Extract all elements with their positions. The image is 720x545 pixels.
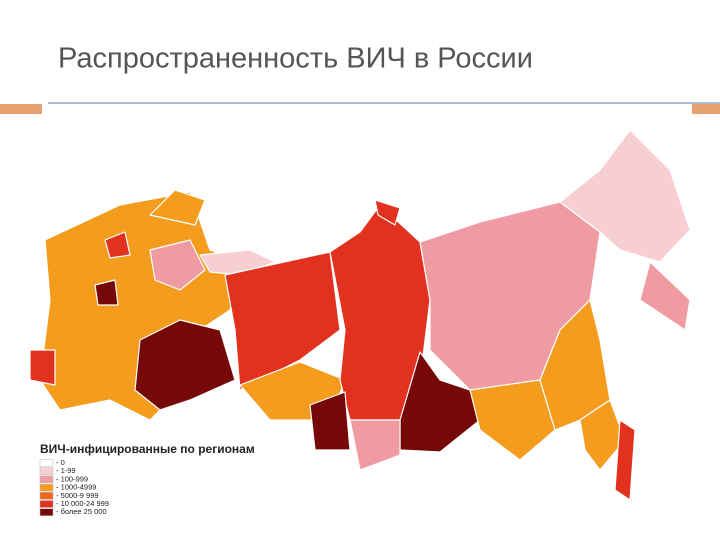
legend-label: - 0 xyxy=(56,458,65,467)
region xyxy=(29,349,56,386)
region xyxy=(309,391,351,451)
legend-label: - 5000-9 999 xyxy=(56,491,99,500)
legend-label: - 1-99 xyxy=(56,466,76,475)
legend-label: - 1000-4999 xyxy=(56,483,96,492)
region xyxy=(104,231,131,259)
legend-swatch xyxy=(39,483,54,492)
legend-title: ВИЧ-инфицированные по регионам xyxy=(40,442,255,456)
slide-title: Распространенность ВИЧ в России xyxy=(58,43,533,75)
map xyxy=(29,129,691,501)
region xyxy=(614,419,636,501)
legend-background xyxy=(34,436,284,522)
region xyxy=(149,239,206,291)
accent-bar xyxy=(692,104,720,114)
legend-swatch xyxy=(39,492,54,500)
legend-label: - более 25 000 xyxy=(56,507,107,516)
accent-line xyxy=(48,102,720,104)
legend-swatch xyxy=(39,459,54,467)
accent-bar xyxy=(0,104,42,114)
legend-swatch xyxy=(39,508,54,516)
region xyxy=(149,189,206,226)
region xyxy=(579,399,626,471)
region xyxy=(349,419,401,471)
legend-label: - 100-999 xyxy=(56,474,88,483)
legend-swatch xyxy=(39,467,54,475)
legend-swatch xyxy=(39,475,54,484)
region xyxy=(469,379,556,461)
region xyxy=(639,261,691,331)
legend-label: - 10 000-24 999 xyxy=(56,499,109,508)
region xyxy=(559,129,691,263)
region xyxy=(94,279,119,306)
region xyxy=(539,299,611,431)
region xyxy=(134,319,236,411)
region xyxy=(374,199,401,226)
legend-swatch xyxy=(39,500,54,508)
legend: - 0- 1-99- 100-999- 1000-4999- 5000-9 99… xyxy=(39,458,109,516)
